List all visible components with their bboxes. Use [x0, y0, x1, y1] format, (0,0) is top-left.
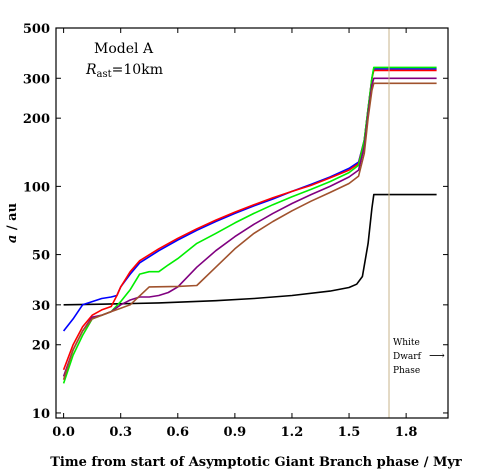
x-tick-label: 1.2 [281, 425, 304, 440]
radius-value: =10km [112, 62, 163, 78]
y-tick-label: 10 [32, 407, 50, 422]
model-label: Model A [94, 41, 154, 57]
y-tick-label: 50 [32, 249, 50, 264]
wd-label-line1: White [393, 338, 420, 348]
series-line-5 [62, 77, 437, 377]
y-axis-symbol: a [5, 235, 20, 243]
y-tick-label: 200 [23, 112, 50, 127]
wd-label-line2: Dwarf [393, 352, 422, 362]
x-tick-label: 0.3 [109, 425, 132, 440]
y-axis-unit: / au [5, 203, 20, 235]
x-tick-label: 1.5 [338, 425, 361, 440]
radius-subscript: ast [97, 69, 112, 80]
x-tick-label: 0.9 [224, 425, 247, 440]
wd-label-line3: Phase [393, 366, 420, 376]
radius-symbol: R [85, 62, 97, 78]
plot-frame [55, 27, 449, 419]
x-tick-label: 1.8 [395, 425, 418, 440]
y-tick-label: 30 [32, 299, 50, 314]
y-tick-label: 20 [32, 339, 50, 354]
series-line-6 [62, 82, 437, 381]
x-axis-title: Time from start of Asymptotic Giant Bran… [50, 455, 462, 470]
y-tick-label: 500 [23, 22, 50, 37]
series-line-4 [62, 66, 437, 384]
y-tick-label: 100 [23, 180, 50, 195]
x-tick-label: 0.0 [52, 425, 75, 440]
series-line-1 [63, 193, 437, 306]
x-tick-label: 0.6 [166, 425, 189, 440]
radius-label: Rast=10km [85, 62, 163, 80]
wd-arrow-icon: ⟶ [429, 349, 445, 362]
series-line-2 [62, 68, 437, 332]
y-axis-title: a / au [5, 203, 20, 243]
y-tick-label: 300 [23, 72, 50, 87]
series-line-3 [62, 69, 437, 371]
